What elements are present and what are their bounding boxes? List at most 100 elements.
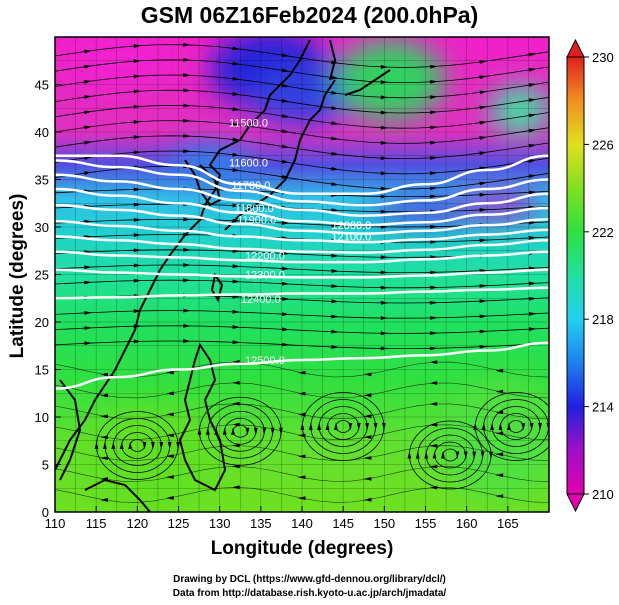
x-tick-label: 160 [456, 516, 478, 531]
wind-arrow [232, 167, 241, 172]
wind-arrow [183, 103, 191, 108]
colorbar-tick-label: 222 [592, 225, 614, 240]
wind-arrow [281, 281, 290, 286]
wind-arrow [380, 95, 389, 100]
wind-arrow [528, 143, 537, 148]
coastlines [55, 39, 391, 512]
contour-label: 11700.0 [231, 180, 270, 192]
wind-arrow [521, 422, 526, 431]
wind-arrow [133, 263, 142, 268]
wind-arrow [298, 370, 306, 375]
wind-arrow [183, 149, 191, 153]
y-tick-label: 0 [42, 505, 49, 520]
colorbar-gradient [566, 56, 585, 495]
wind-arrow [538, 422, 542, 431]
wind-arrow [495, 494, 504, 499]
wind-arrow [232, 279, 241, 284]
wind-arrow [270, 427, 275, 436]
wind-arrow [166, 391, 174, 396]
x-tick-label: 110 [45, 516, 66, 531]
wind-arrow [281, 296, 290, 301]
contour-label: 11600.0 [229, 157, 268, 169]
wind-arrow [133, 135, 142, 140]
y-tick-label: 40 [35, 125, 49, 140]
wind-arrow [84, 140, 92, 145]
wind-arrow [232, 61, 241, 66]
wind-arrow [528, 113, 537, 118]
wind-arrow [380, 224, 389, 229]
wind-arrow [528, 312, 537, 316]
wind-arrow [380, 316, 389, 320]
wind-arrow [479, 60, 488, 64]
wind-arrow [430, 125, 438, 130]
contour-label: 12500.0 [245, 355, 285, 367]
wind-arrow [429, 443, 438, 448]
wind-arrow [498, 422, 503, 431]
wind-arrow [430, 270, 438, 275]
colorbar: 210 214 218 222 226 230 [566, 38, 614, 513]
wind-arrow [331, 269, 339, 273]
wind-arrow [281, 220, 290, 225]
wind-arrow [94, 441, 99, 450]
wind-arrow [495, 452, 504, 457]
colorbar-tick-label: 230 [592, 50, 614, 65]
wind-arrow [380, 186, 389, 191]
wind-arrow [133, 233, 142, 237]
wind-arrow [373, 422, 378, 431]
x-tick-label: 115 [86, 516, 107, 531]
wind-arrow [528, 128, 537, 133]
wind-arrow [183, 118, 191, 123]
wind-arrow [133, 44, 142, 48]
wind-arrow [479, 105, 488, 110]
contour-line [55, 250, 549, 264]
wind-arrow [84, 125, 92, 130]
wind-arrow [183, 42, 191, 47]
wind-arrow [281, 129, 290, 134]
wind-arrow [133, 187, 142, 192]
x-tick-label: 125 [168, 516, 190, 531]
wind-arrow [183, 308, 191, 313]
y-tick-label: 10 [35, 410, 49, 425]
wind-arrow [232, 443, 240, 448]
wind-arrow [479, 136, 488, 140]
coastline-sakhalin [329, 39, 337, 81]
wind-arrow [133, 248, 142, 253]
colorbar-tick-label: 210 [592, 487, 614, 502]
wind-arrow [479, 120, 488, 125]
contour-line [55, 235, 549, 254]
wind-arrow [133, 120, 142, 124]
wind-arrow [480, 451, 485, 459]
wind-arrow [430, 285, 438, 290]
wind-arrow [495, 389, 504, 394]
contour-label: 11900.0 [237, 214, 276, 226]
wind-arrow [183, 278, 191, 283]
contour-line [55, 154, 549, 195]
wind-arrow [430, 156, 438, 160]
wind-arrow [430, 95, 438, 100]
coastline-kurils [344, 69, 391, 96]
wind-arrow [331, 90, 339, 95]
wind-arrow [232, 264, 241, 269]
wind-arrow [331, 182, 339, 186]
wind-arrow [281, 83, 290, 88]
wind-arrow [232, 325, 241, 329]
x-tick-label: 145 [332, 516, 354, 531]
x-tick-label: 140 [291, 516, 313, 531]
wind-arrow [100, 435, 108, 440]
wind-arrow [495, 473, 504, 478]
wind-arrow [479, 299, 488, 304]
wind-arrow [133, 309, 142, 313]
x-tick-label: 155 [415, 516, 437, 531]
wind-arrow [430, 224, 438, 229]
y-tick-label: 5 [42, 458, 49, 473]
wind-arrow [429, 422, 438, 427]
wind-arrow [479, 329, 488, 334]
wind-arrow [245, 427, 250, 436]
wind-arrow [133, 104, 142, 109]
wind-arrow [481, 422, 486, 431]
wind-arrow [479, 75, 488, 80]
wind-arrow [281, 68, 290, 73]
contour-label: 12000.0 [332, 220, 372, 232]
wind-arrow [331, 121, 339, 126]
wind-arrow [363, 393, 372, 398]
